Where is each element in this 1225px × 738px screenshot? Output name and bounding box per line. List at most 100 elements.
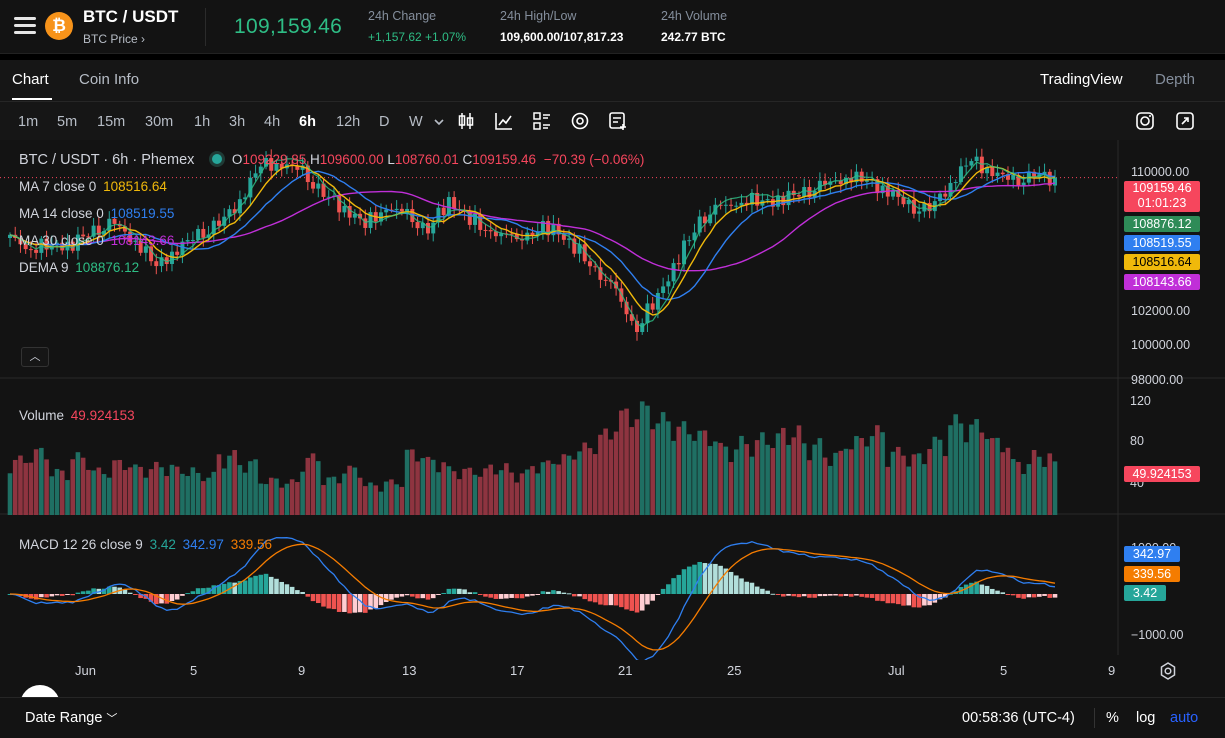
add-alert-icon[interactable] <box>607 110 629 132</box>
macd-hist-bar <box>519 594 525 599</box>
volume-bar <box>326 477 332 515</box>
timeframe-4h[interactable]: 4h <box>264 114 281 130</box>
templates-icon[interactable] <box>531 110 553 132</box>
volume-bar <box>75 452 81 515</box>
price-chart-canvas[interactable] <box>0 140 1225 660</box>
volume-bar <box>201 481 206 515</box>
macd-hist-bar <box>713 563 718 594</box>
volume-bar <box>723 446 729 515</box>
macd-hist-bar <box>75 592 81 594</box>
volume-bar <box>122 470 128 515</box>
candle-body <box>755 192 760 206</box>
candle-body <box>708 214 713 224</box>
tab-chart[interactable]: Chart <box>12 71 49 88</box>
volume-bar <box>180 473 185 515</box>
volume-bar <box>603 428 608 515</box>
indicators-icon[interactable] <box>493 110 515 132</box>
macd-hist-bar <box>347 594 352 614</box>
candle-body <box>823 180 828 185</box>
volume-bar <box>331 476 337 515</box>
candle <box>776 188 781 211</box>
timeframe-12h[interactable]: 12h <box>336 114 361 130</box>
camera-icon[interactable] <box>1134 110 1156 132</box>
timeframe-1m[interactable]: 1m <box>18 114 39 130</box>
volume-bar <box>268 477 274 515</box>
chevron-down-icon[interactable] <box>432 115 446 129</box>
volume-bar <box>718 442 723 515</box>
menu-icon[interactable] <box>14 17 36 35</box>
auto-scale-toggle[interactable]: auto <box>1170 710 1199 726</box>
macd-hist-bar <box>237 581 243 594</box>
candle-body <box>232 209 237 214</box>
date-range-button[interactable]: Date Range ﹀ <box>25 710 117 726</box>
collapse-legend-button[interactable]: ︿ <box>21 347 49 367</box>
macd-hist-bar <box>629 594 635 611</box>
tab-depth[interactable]: Depth <box>1155 71 1196 88</box>
volume-bar <box>796 425 802 515</box>
macd-hist-bar <box>389 594 394 600</box>
macd-hist-tag: 3.42 <box>1124 585 1166 601</box>
candle-body <box>744 202 749 205</box>
tab-tradingview[interactable]: TradingView <box>1040 71 1123 88</box>
macd-hist-bar <box>336 594 342 612</box>
fullscreen-icon[interactable] <box>1174 110 1196 132</box>
axis-settings-icon[interactable] <box>1158 661 1178 681</box>
volume-bar <box>587 448 593 515</box>
volume-bar <box>248 461 253 515</box>
timezone-clock[interactable]: 00:58:36 (UTC-4) <box>962 710 1075 726</box>
timeframe-5m[interactable]: 5m <box>57 114 78 130</box>
volume-bar <box>70 459 75 515</box>
volume-bar <box>446 466 452 515</box>
x-axis-label: 9 <box>1108 663 1116 678</box>
macd-hist-bar <box>467 592 473 594</box>
log-scale-toggle[interactable]: log <box>1136 710 1156 726</box>
btc-price-link[interactable]: BTC Price › <box>83 32 146 46</box>
candles-icon[interactable] <box>455 110 477 132</box>
timeframe-15m[interactable]: 15m <box>97 114 126 130</box>
x-axis-label: 5 <box>1000 663 1008 678</box>
macd-hist-bar <box>624 594 629 610</box>
candle <box>645 294 650 332</box>
chart-tabs: Chart Coin Info TradingView Depth <box>0 60 1225 102</box>
macd-hist-bar <box>524 594 530 597</box>
volume-bar <box>404 449 410 515</box>
volume-bar <box>321 485 326 515</box>
timeframe-d[interactable]: D <box>379 114 390 130</box>
candle-body <box>655 292 660 310</box>
x-axis-label: 13 <box>402 663 417 678</box>
macd-hist-bar <box>127 592 133 594</box>
timeframe-1h[interactable]: 1h <box>194 114 211 130</box>
macd-hist-bar <box>775 594 781 595</box>
macd-hist-bar <box>300 591 305 594</box>
candle-body <box>958 166 963 183</box>
candle-body <box>91 225 96 237</box>
macd-hist-bar <box>901 594 906 606</box>
timeframe-30m[interactable]: 30m <box>145 114 174 130</box>
tab-coin-info[interactable]: Coin Info <box>79 71 140 88</box>
percent-scale-toggle[interactable]: % <box>1106 710 1119 726</box>
candle-body <box>305 165 310 183</box>
volume-bar <box>697 430 702 515</box>
candle-body <box>723 204 728 206</box>
chart-settings-icon[interactable] <box>569 110 591 132</box>
volume-bar <box>791 437 797 515</box>
candle <box>169 244 174 272</box>
macd-hist-bar <box>1016 594 1021 598</box>
candle-body <box>796 195 801 197</box>
volume-bar <box>770 448 776 515</box>
candle-countdown: 01:01:23 <box>1137 196 1187 210</box>
candle <box>499 227 504 245</box>
candle-body <box>138 240 143 253</box>
volume-bar <box>592 454 598 515</box>
candle-body <box>117 223 122 227</box>
macd-hist-bar <box>838 594 844 597</box>
chart-grid <box>0 140 1225 655</box>
volume-bar <box>221 468 227 515</box>
chart-area[interactable]: BTC / USDT · 6h · Phemex O109229.85 H109… <box>0 140 1225 738</box>
timeframe-3h[interactable]: 3h <box>229 114 246 130</box>
candle-body <box>295 165 300 170</box>
timeframe-w[interactable]: W <box>409 114 423 130</box>
candle <box>1042 163 1047 183</box>
timeframe-6h[interactable]: 6h <box>299 114 316 130</box>
candle-body <box>739 202 744 206</box>
